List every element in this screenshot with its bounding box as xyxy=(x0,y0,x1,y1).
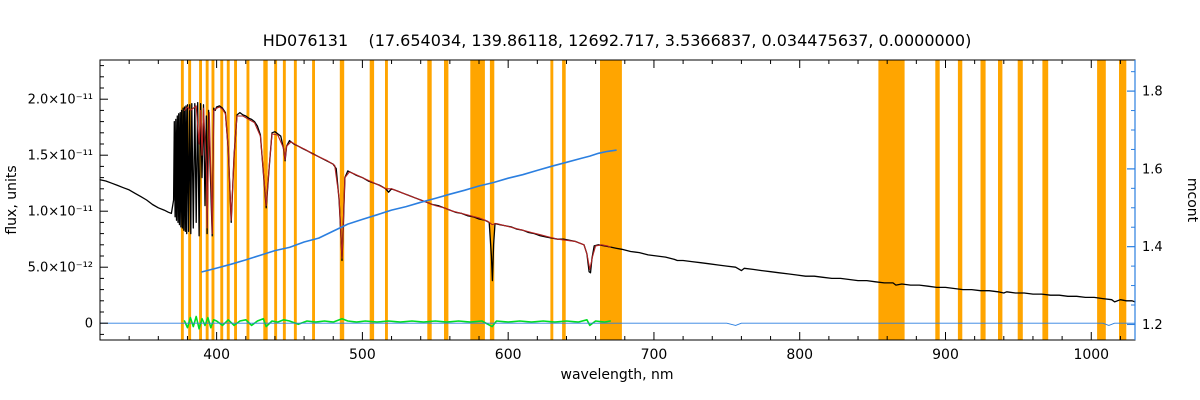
mcont-tick-label: 1.4 xyxy=(1142,240,1163,255)
flux-tick-label: 1.0×10⁻¹¹ xyxy=(28,205,93,220)
flux-tick-label: 5.0×10⁻¹² xyxy=(28,261,93,276)
axes-layer: 400 500 600 700 800 900 1000 0 5.0×10⁻¹² 1.0×10⁻¹… xyxy=(28,59,1163,363)
x-axis-label: wavelength, nm xyxy=(561,367,674,383)
mcont-tick-label: 1.8 xyxy=(1142,85,1163,100)
series-model-fit xyxy=(183,105,611,270)
series-residual xyxy=(183,315,612,330)
spectra-layer xyxy=(99,101,1136,330)
y-right-axis-label: mcont xyxy=(1184,178,1200,223)
x-tick-label: 600 xyxy=(495,347,522,363)
series-mcont-curve xyxy=(201,149,617,273)
series-zero-baseline xyxy=(99,322,1136,326)
x-tick-label: 800 xyxy=(786,347,813,363)
mcont-tick-label: 1.2 xyxy=(1142,318,1163,333)
masked-bands-layer xyxy=(180,60,1127,340)
x-tick-label: 900 xyxy=(932,347,959,363)
flux-tick-label: 2.0×10⁻¹¹ xyxy=(28,93,93,108)
mcont-tick-label: 1.6 xyxy=(1142,162,1163,177)
x-tick-label: 1000 xyxy=(1073,347,1109,363)
x-tick-label: 700 xyxy=(641,347,668,363)
y-left-axis-label: flux, units xyxy=(4,165,20,234)
flux-tick-label: 0 xyxy=(85,317,93,332)
x-tick-label: 400 xyxy=(203,347,230,363)
flux-tick-label: 1.5×10⁻¹¹ xyxy=(28,149,93,164)
plot-title: HD076131 (17.654034, 139.86118, 12692.71… xyxy=(263,31,972,50)
x-tick-label: 500 xyxy=(349,347,376,363)
